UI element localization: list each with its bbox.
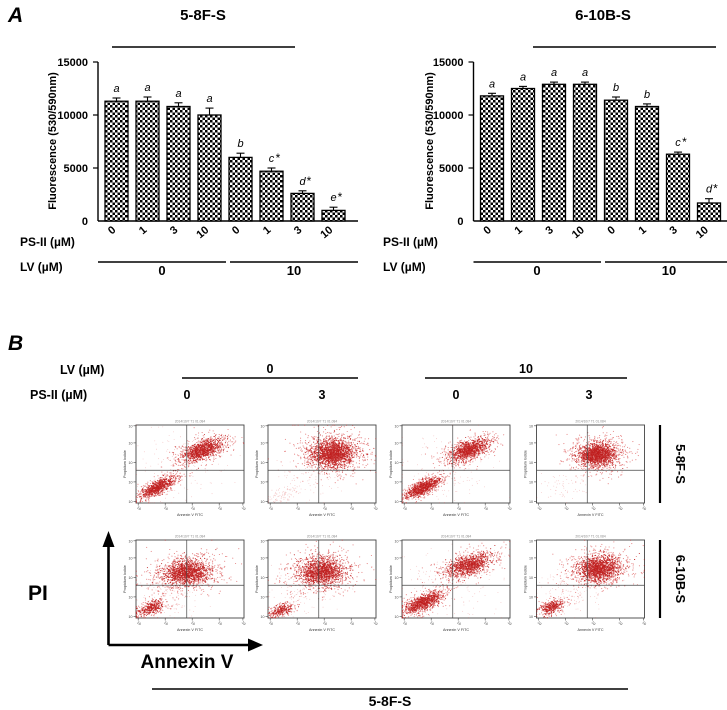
svg-text:5-8F-S: 5-8F-S: [369, 693, 412, 709]
svg-text:Annexin V: Annexin V: [141, 652, 234, 673]
svg-text:PI: PI: [28, 582, 48, 605]
